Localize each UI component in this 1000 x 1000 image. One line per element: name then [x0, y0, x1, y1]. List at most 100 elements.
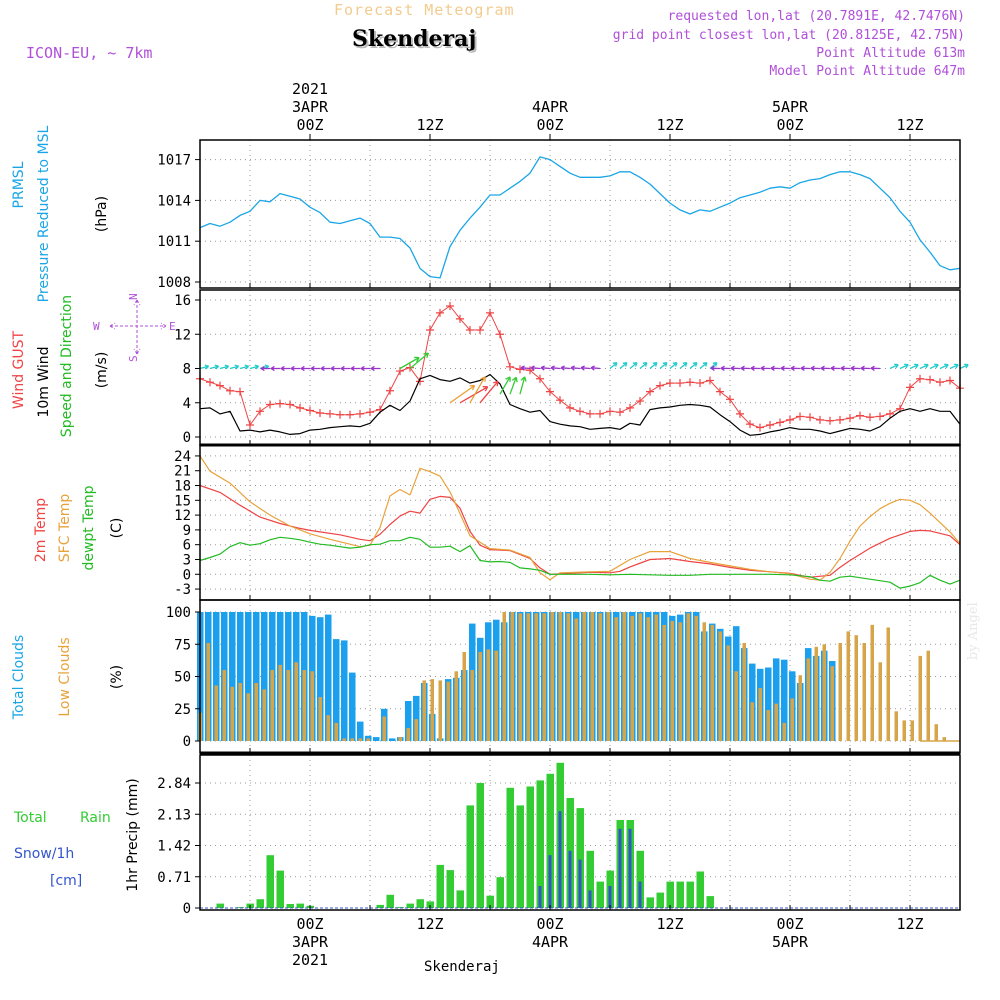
bottom-time-label: 2021 [292, 951, 328, 969]
rain-bar [546, 773, 554, 908]
wind-direction-arrow [320, 365, 330, 372]
gust-marker [836, 415, 844, 424]
gust-marker [326, 409, 334, 418]
wind-direction-arrow [659, 362, 668, 369]
y-tick-label: 12 [174, 508, 191, 524]
wind-direction-arrow [939, 363, 949, 370]
wind-direction-arrow [560, 365, 571, 371]
wind-direction-arrow [909, 363, 919, 370]
low-cloud-bar [518, 613, 522, 741]
wind-direction-arrow [409, 352, 430, 369]
low-cloud-bar [710, 624, 714, 741]
low-cloud-bar [550, 612, 554, 741]
gust-marker [716, 387, 724, 396]
y-tick-label: 1.42 [157, 839, 191, 855]
gust-marker [566, 403, 574, 412]
total-cloud-bar [261, 612, 268, 741]
rain-bar [406, 903, 414, 908]
wind-direction-arrow [459, 386, 489, 404]
gust-marker [726, 395, 734, 404]
low-cloud-bar [270, 670, 274, 741]
wind-direction-arrow [520, 365, 531, 371]
total-cloud-bar [317, 617, 324, 741]
bottom-time-label: 12Z [416, 915, 443, 933]
low-cloud-bar [638, 613, 642, 741]
low-cloud-bar [582, 612, 586, 741]
y-tick-label: 8 [183, 362, 191, 378]
gust-marker [656, 381, 664, 390]
snow-bar [548, 855, 552, 908]
wind-direction-arrow [679, 362, 688, 369]
snow-bar [558, 811, 562, 908]
hpa-label: (hPa) [94, 196, 110, 232]
rain-bar [446, 870, 454, 908]
low-cloud-bar [614, 617, 618, 741]
gust-marker [226, 386, 234, 395]
gust-marker [796, 412, 804, 421]
top-time-label: 12Z [416, 116, 443, 134]
gust-marker [436, 308, 444, 317]
gust-marker [936, 378, 944, 387]
gust-marker [606, 407, 614, 416]
wind-direction-arrow [609, 362, 618, 369]
compass-e: E [169, 320, 176, 333]
low-cloud-bar [206, 643, 210, 741]
gust-marker [676, 379, 684, 388]
gust-marker [946, 376, 954, 385]
rain-bar [386, 894, 394, 908]
wind-direction-arrow [519, 376, 527, 395]
low-cloud-bar [246, 693, 250, 741]
y-tick-label: 0 [183, 901, 191, 917]
panel-frame [199, 139, 961, 289]
gust-marker [536, 374, 544, 383]
wind-direction-arrow [469, 376, 486, 404]
wind-direction-arrow [370, 365, 380, 372]
total-cloud-bar [413, 695, 420, 741]
rain-bar [706, 896, 714, 908]
bottom-time-label: 4APR [532, 933, 569, 951]
low-cloud-bar [302, 670, 306, 741]
low-cloud-bar [662, 624, 666, 741]
wind-direction-arrow [330, 365, 340, 372]
wind-direction-arrow [689, 362, 698, 369]
snow-bar [638, 881, 642, 908]
low-cloud-bar [334, 722, 338, 741]
y-tick-label: 2.13 [157, 807, 191, 823]
rain-bar [536, 780, 544, 908]
y-tick-label: 0 [183, 430, 191, 446]
low-cloud-bar [766, 710, 770, 741]
gust-marker [466, 325, 474, 334]
wind-direction-arrow [780, 365, 791, 371]
y-tick-label: 6 [183, 538, 191, 554]
low-cloud-bar [694, 615, 698, 741]
y-tick-label: 1014 [157, 193, 191, 209]
y-tick-label: 3 [183, 552, 191, 568]
tdew-line [199, 536, 961, 589]
total-cloud-bar [325, 614, 332, 741]
compass-s: S [127, 355, 140, 362]
gust-marker [356, 409, 364, 418]
snow-bar [618, 828, 622, 908]
total-cloud-bar [357, 721, 364, 741]
snow-bar [608, 886, 612, 908]
low-cloud-bar [942, 737, 946, 741]
low-cloud-bar [318, 697, 322, 741]
top-time-label: 00Z [296, 116, 323, 134]
t2m-label: 2m Temp [33, 498, 49, 562]
wind-direction-arrow [770, 365, 781, 371]
low-cloud-bar [326, 715, 330, 741]
low-cloud-bar [294, 662, 298, 741]
pct-label: (%) [109, 665, 125, 689]
wind-direction-arrow [710, 365, 721, 371]
wind-direction-arrow [959, 363, 969, 370]
ms-label: (m/s) [94, 352, 110, 389]
low-cloud-bar [750, 702, 754, 741]
rain-bar [216, 903, 224, 908]
rain-bar [276, 870, 284, 908]
low-cloud-bar [310, 671, 314, 741]
low-cloud-bar [910, 720, 914, 741]
y-tick-label: 18 [174, 479, 191, 495]
low-cloud-bar [838, 643, 842, 741]
gust-marker [736, 409, 744, 418]
